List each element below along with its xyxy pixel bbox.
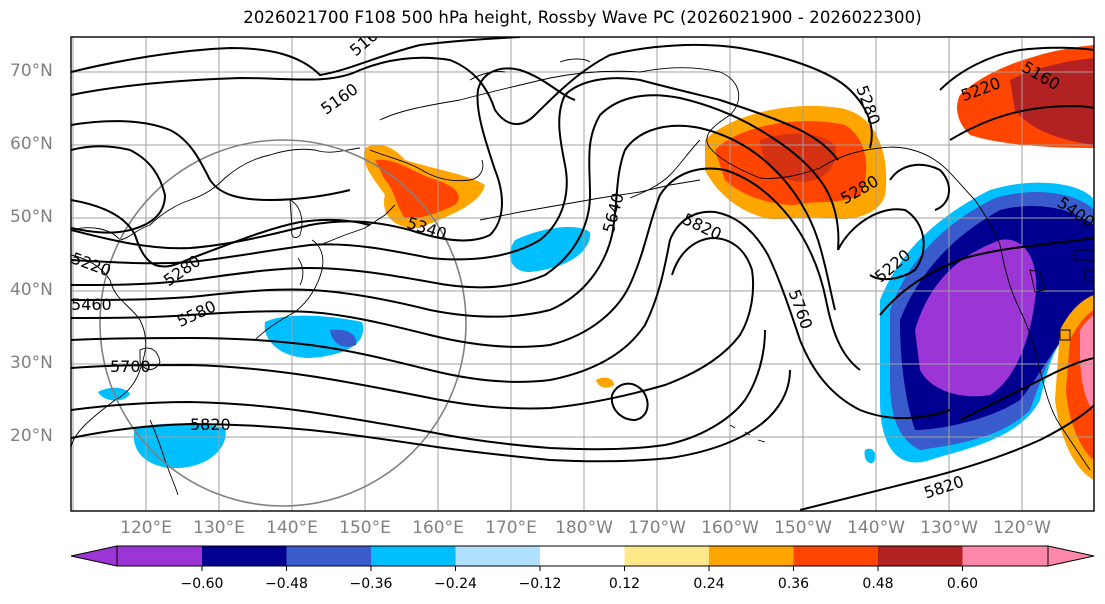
asia-coast	[71, 147, 361, 241]
north-america-west-coast	[999, 244, 1091, 471]
colorbar-bin	[286, 546, 371, 566]
kamchatka-coast	[369, 149, 484, 182]
lon-label: 120°E	[120, 518, 172, 538]
contour-5760	[71, 329, 766, 451]
lon-label: 130°W	[920, 518, 978, 538]
lon-label: 130°E	[193, 518, 245, 538]
positive-shading	[364, 45, 1094, 480]
colorbar-tick-label: −0.24	[434, 576, 477, 592]
lon-label: 140°E	[266, 518, 318, 538]
colorbar-extend-left	[70, 545, 118, 567]
contour-5700	[71, 236, 755, 410]
aleutian-chain	[479, 179, 701, 221]
contour-5820	[71, 369, 791, 463]
colorbar-tick-label: 0.36	[777, 576, 810, 592]
contour-label: 5580	[174, 296, 219, 330]
lat-label: 30°N	[10, 353, 53, 373]
colorbar-bin	[878, 546, 963, 566]
contour-5520	[71, 124, 836, 318]
contour-5160	[71, 37, 521, 77]
negative-anomaly-north-pacific	[510, 226, 591, 272]
colorbar-tick-label: −0.36	[349, 576, 393, 592]
lat-label: 50°N	[10, 207, 53, 227]
contour-label: 5160	[346, 19, 389, 60]
lon-label: 170°E	[485, 518, 537, 538]
colorbar-bin	[709, 546, 794, 566]
kuril-chain	[319, 204, 396, 246]
siberia-coast	[379, 70, 641, 121]
lon-label: 170°W	[628, 518, 686, 538]
contour-5400	[71, 77, 839, 265]
contour-label: 5220	[69, 249, 114, 281]
lon-label: 180°W	[555, 518, 613, 538]
negative-anomaly-japan	[264, 315, 364, 358]
contour-5640	[71, 210, 951, 420]
lon-label: 160°W	[701, 518, 759, 538]
lon-label: 150°W	[774, 518, 832, 538]
height-contours	[71, 37, 1094, 511]
colorbar-tick-label: −0.48	[265, 576, 308, 592]
contour-5460	[71, 94, 840, 289]
colorbar-tick-label: −0.60	[180, 576, 224, 592]
lat-label: 40°N	[10, 280, 53, 300]
lat-label: 20°N	[10, 426, 53, 446]
negative-anomaly-south	[133, 423, 226, 469]
coastlines	[71, 58, 1094, 496]
contour-5220	[71, 43, 873, 149]
colorbar-bin	[202, 546, 287, 566]
map-frame	[70, 36, 1095, 512]
lat-label: 70°N	[10, 61, 53, 81]
contour-5340	[71, 67, 576, 250]
colorbar-extend-right	[1047, 545, 1095, 567]
colorbar-bin	[117, 546, 202, 566]
contour-label: 5820	[190, 415, 231, 434]
contour-label: 5160	[317, 79, 361, 118]
lon-label: 150°E	[339, 518, 391, 538]
colorbar-bin	[540, 546, 625, 566]
contour-label: 5460	[71, 295, 112, 314]
range-circle	[99, 139, 467, 507]
contour-label: 5820	[922, 472, 967, 503]
lon-label: 140°W	[847, 518, 905, 538]
colorbar-bin	[624, 546, 709, 566]
alaska-coast	[639, 67, 1001, 246]
colorbar-bin	[793, 546, 878, 566]
colorbar-tick-label: 0.60	[946, 576, 979, 592]
contour-label: 5700	[110, 357, 151, 376]
contour-5580	[71, 167, 861, 371]
colorbar-tick-label: 0.48	[862, 576, 894, 592]
colorbar-tick-label: −0.12	[518, 576, 562, 592]
colorbar-tick-label: 0.24	[693, 576, 725, 592]
contour-label: 5280	[160, 251, 204, 290]
lat-label: 60°N	[10, 134, 53, 154]
colorbar-tick-label: 0.12	[608, 576, 641, 592]
lon-label: 120°W	[993, 518, 1051, 538]
colorbar-bin	[455, 546, 540, 566]
japan-coast	[254, 239, 324, 341]
colorbar	[70, 545, 1095, 571]
map-title: 2026021700 F108 500 hPa height, Rossby W…	[243, 8, 922, 27]
lon-label: 160°E	[412, 518, 464, 538]
colorbar-bin	[371, 546, 456, 566]
philippines-coast	[149, 419, 179, 496]
contour-closed-low	[610, 382, 649, 422]
contour-label: 5820	[680, 209, 725, 243]
colorbar-bin	[962, 546, 1048, 566]
